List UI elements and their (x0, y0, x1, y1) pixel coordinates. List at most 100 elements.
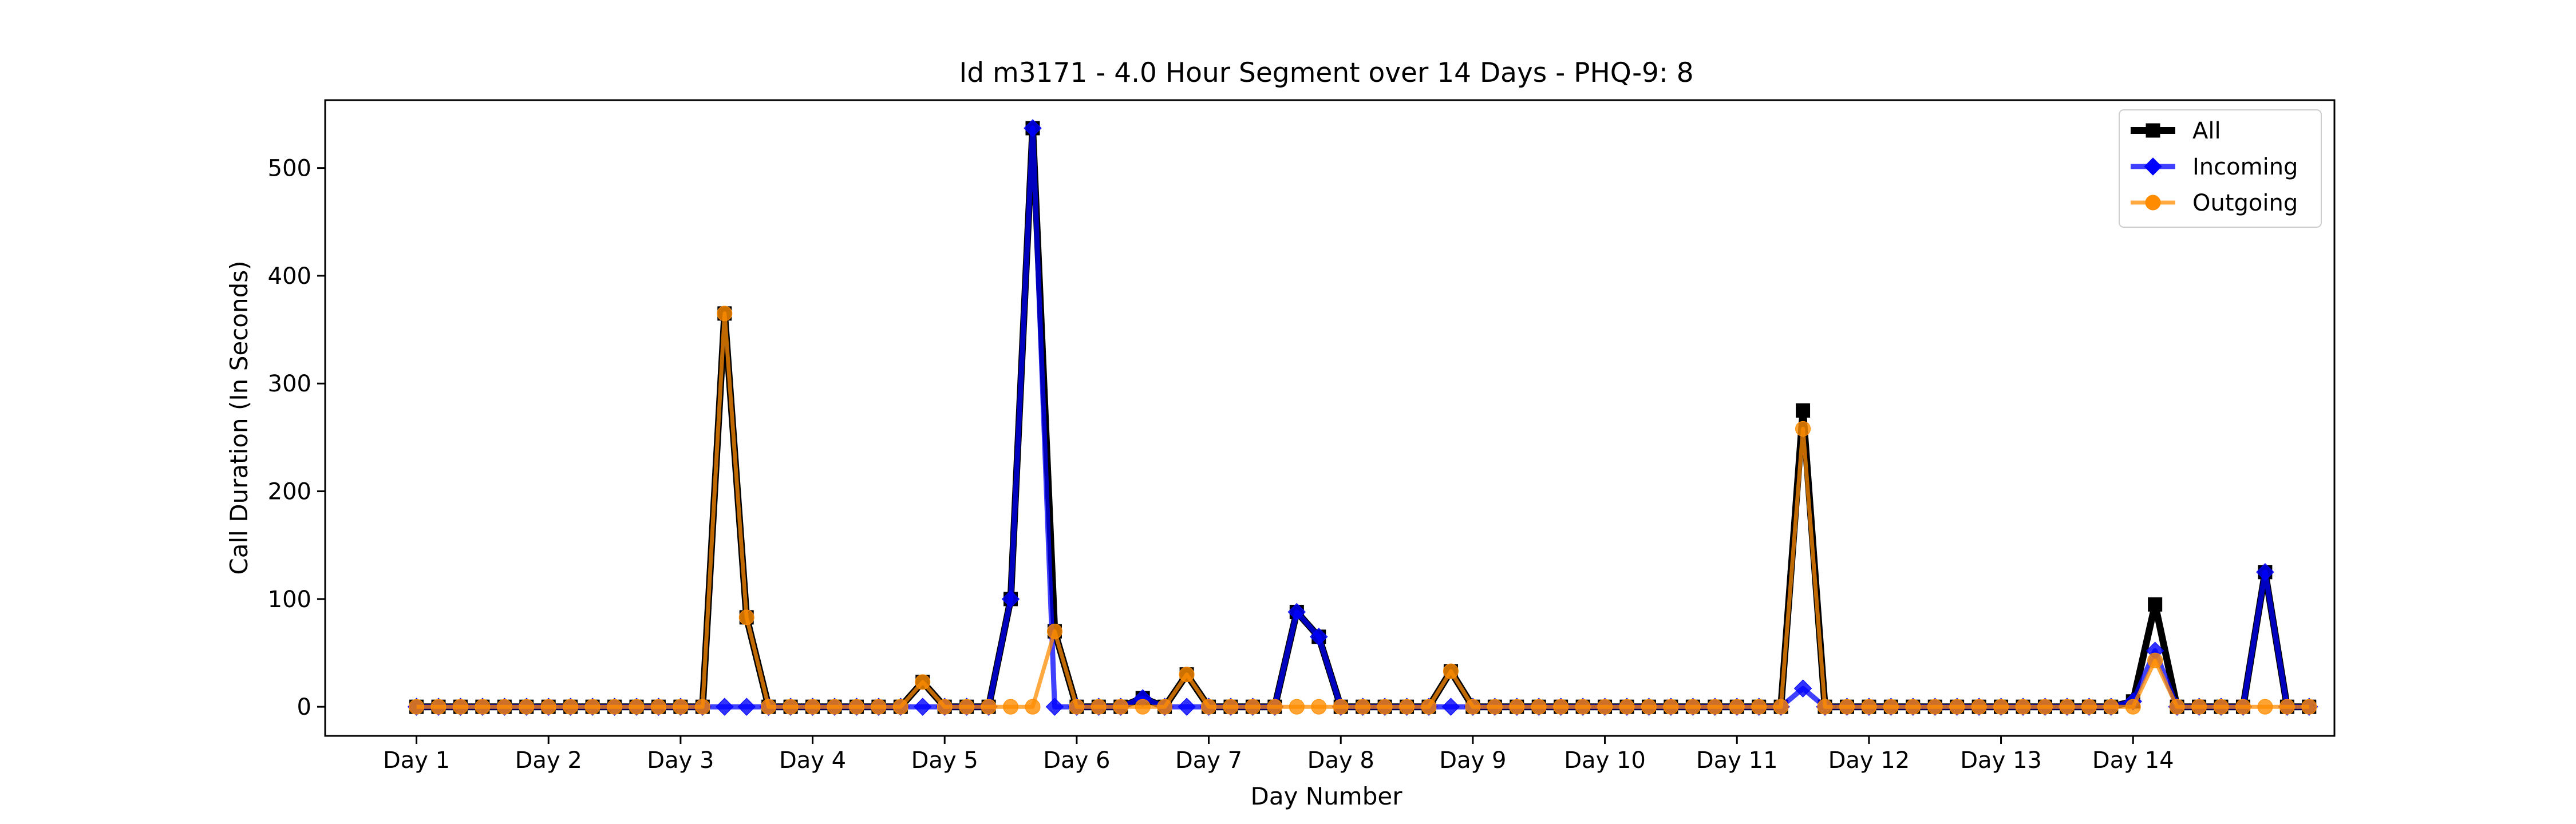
data-point (1487, 699, 1503, 715)
data-point (1377, 699, 1393, 715)
data-point (2169, 699, 2185, 715)
legend-label-incoming: Incoming (2192, 154, 2298, 180)
data-point (673, 699, 689, 715)
data-point (650, 699, 666, 715)
x-tick-label: Day 7 (1175, 747, 1242, 774)
data-point (1531, 699, 1547, 715)
x-tick-label: Day 6 (1043, 747, 1110, 774)
y-tick-label: 300 (268, 371, 311, 397)
x-tick-label: Day 9 (1439, 747, 1506, 774)
legend-label-all: All (2192, 118, 2221, 144)
legend-box (2119, 109, 2322, 228)
x-tick-label: Day 14 (2092, 747, 2174, 774)
x-axis-label: Day Number (1250, 782, 1402, 810)
data-point (2301, 699, 2317, 715)
data-point (2103, 699, 2119, 715)
x-axis: Day 1 Day 2 Day 3 Day 4 Day 5 Day 6 Day 7 Day 8… (383, 736, 2174, 774)
data-point (1509, 699, 1525, 715)
data-point (848, 699, 864, 715)
legend-marker (2146, 123, 2160, 138)
data-point (1001, 590, 1020, 608)
series-layer (407, 119, 2318, 716)
data-point (1069, 699, 1085, 715)
data-point (1465, 699, 1481, 715)
data-point (1178, 698, 1196, 716)
data-point (1025, 699, 1041, 715)
y-tick-label: 500 (268, 156, 311, 182)
data-point (629, 699, 645, 715)
x-tick-label: Day 5 (911, 747, 978, 774)
data-point (1244, 699, 1261, 715)
data-point (2257, 699, 2273, 715)
data-point (1355, 699, 1371, 715)
data-point (1135, 699, 1151, 715)
y-tick-label: 400 (268, 263, 311, 290)
data-point (2059, 699, 2075, 715)
data-point (1553, 699, 1569, 715)
data-point (1993, 699, 2009, 715)
data-point (2037, 699, 2053, 715)
data-point (2256, 563, 2274, 581)
data-point (1441, 698, 1460, 716)
data-point (1927, 699, 1943, 715)
y-axis-label: Call Duration (In Seconds) (225, 260, 253, 575)
data-point (496, 699, 512, 715)
legend-marker (2145, 195, 2161, 211)
data-point (1157, 699, 1173, 715)
data-point (1729, 699, 1745, 715)
plot-area (324, 99, 2336, 737)
x-tick-label: Day 11 (1696, 747, 1778, 774)
data-point (1421, 699, 1437, 715)
data-point (2213, 699, 2229, 715)
data-point (1046, 623, 1062, 639)
series-outgoing (409, 306, 2317, 715)
data-point (1793, 679, 1812, 698)
data-point (1641, 699, 1657, 715)
data-point (1795, 421, 1811, 437)
y-tick-label: 100 (268, 587, 311, 613)
data-point (805, 699, 821, 715)
data-point (607, 699, 623, 715)
data-point (981, 699, 997, 715)
x-tick-label: Day 8 (1307, 747, 1374, 774)
data-point (2147, 652, 2163, 668)
x-tick-label: Day 2 (515, 747, 582, 774)
data-point (1267, 699, 1283, 715)
data-point (1707, 699, 1723, 715)
data-point (1751, 699, 1767, 715)
x-tick-label: Day 4 (779, 747, 846, 774)
y-axis: 0 100 200 300 400 500 (268, 156, 325, 720)
legend-label-outgoing: Outgoing (2192, 190, 2298, 216)
y-tick-label: 200 (268, 479, 311, 505)
data-point (871, 699, 887, 715)
data-point (738, 609, 754, 625)
data-point (1333, 699, 1349, 715)
series-markers (409, 306, 2317, 715)
chart-title: Id m3171 - 4.0 Hour Segment over 14 Days… (959, 57, 1693, 89)
data-point (892, 699, 908, 715)
data-point (1905, 699, 1921, 715)
data-point (1619, 699, 1635, 715)
x-tick-label: Day 10 (1564, 747, 1646, 774)
legend: All Incoming Outgoing (2119, 109, 2322, 228)
data-point (1113, 699, 1129, 715)
data-point (1817, 699, 1833, 715)
data-point (1399, 699, 1415, 715)
data-point (827, 699, 843, 715)
data-point (1310, 628, 1328, 646)
data-point (717, 306, 733, 322)
data-point (716, 698, 734, 716)
data-point (2125, 699, 2141, 715)
data-point (1773, 699, 1789, 715)
data-point (1971, 699, 1987, 715)
data-point (1287, 603, 1306, 621)
data-point (1003, 699, 1019, 715)
data-point (1949, 699, 1965, 715)
data-point (694, 699, 710, 715)
data-point (1179, 667, 1195, 683)
data-point (761, 699, 777, 715)
data-point (1883, 699, 1899, 715)
data-point (584, 699, 600, 715)
data-point (1597, 699, 1613, 715)
